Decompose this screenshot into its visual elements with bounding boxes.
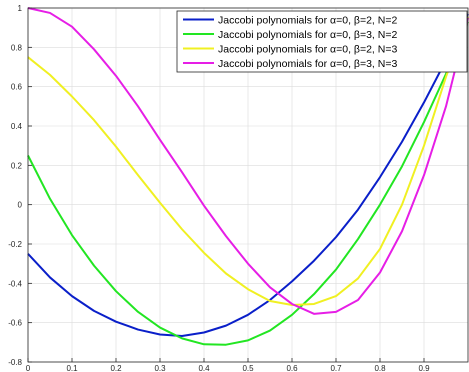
series-line-4 — [27, 7, 469, 315]
x-tick-label: 0.8 — [374, 364, 386, 372]
y-tick-label: 0.6 — [11, 83, 23, 92]
legend-label-3: Jaccobi polynomials for α=0, β=2, N=3 — [218, 43, 397, 55]
y-tick-label: -0.2 — [8, 240, 22, 249]
x-tick-label: 0.4 — [198, 364, 210, 372]
series-line-3 — [27, 16, 469, 306]
legend-label-2: Jaccobi polynomials for α=0, β=3, N=2 — [218, 29, 397, 41]
y-tick-label: -0.4 — [8, 279, 22, 288]
legend-label-1: Jaccobi polynomials for α=0, β=2, N=2 — [218, 14, 397, 26]
legend: Jaccobi polynomials for α=0, β=2, N=2 Jac… — [176, 10, 468, 73]
legend-box — [176, 10, 468, 73]
y-tick-label: 0 — [18, 201, 23, 210]
x-tick-label: 0.9 — [418, 364, 430, 372]
x-tick-label: 0.1 — [66, 364, 78, 372]
x-tick-label: 0 — [26, 364, 31, 372]
y-tick-label: 0.2 — [11, 161, 23, 170]
x-tick-label: 0.7 — [330, 364, 342, 372]
series-line-1 — [27, 13, 469, 338]
x-tick-label: 0.6 — [286, 364, 298, 372]
axis-ticks: 0 0.1 0.2 0.3 0.4 0.5 0.6 0.7 0.8 0.9 -0.8 -0.6 -0.4… — [8, 4, 430, 372]
series-line-2 — [27, 21, 469, 346]
x-tick-label: 0.2 — [110, 364, 122, 372]
y-tick-label: 1 — [18, 4, 23, 13]
series-lines — [27, 7, 469, 346]
legend-label-4: Jaccobi polynomials for α=0, β=3, N=3 — [218, 58, 397, 70]
y-tick-label: 0.4 — [11, 122, 23, 131]
y-tick-label: 0.8 — [11, 43, 23, 52]
x-tick-label: 0.5 — [242, 364, 254, 372]
y-tick-label: -0.8 — [8, 358, 22, 367]
x-tick-label: 0.3 — [154, 364, 166, 372]
y-tick-label: -0.6 — [8, 319, 22, 328]
